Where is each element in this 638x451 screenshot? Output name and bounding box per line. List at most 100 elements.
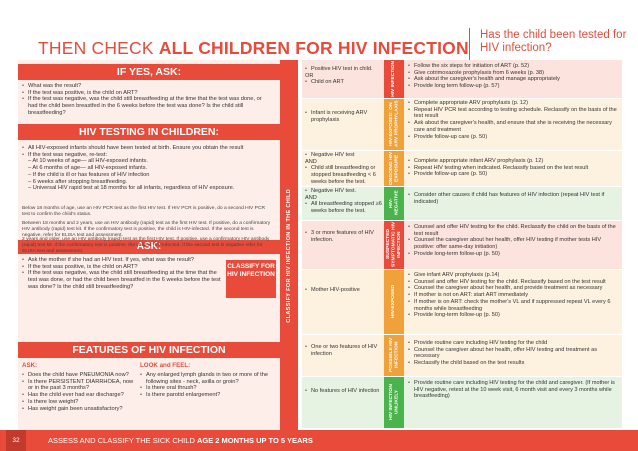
sign-item: One or two features of HIV infection	[305, 344, 382, 357]
classification-label: SUSPECTED SYMPTOMATIC HIV INFECTION	[385, 221, 402, 268]
list-item: Is there low weight?	[22, 399, 137, 406]
list-item: All HIV-exposed infants should have been…	[22, 145, 272, 152]
list-subitem: – At 10 weeks of age— all HIV-exposed in…	[28, 158, 148, 165]
treatment-item: Complete appropriate ARV prophylaxis (p.…	[408, 100, 620, 107]
treatment-list: Counsel and offer HIV testing for the ch…	[408, 224, 620, 258]
list-subitem: – If the child is ill or has features of…	[28, 171, 150, 178]
row-signs: Negative HIV test.ANDAll breastfeeding s…	[305, 188, 382, 215]
list-item: If the test was positive, is the child o…	[22, 90, 272, 97]
page-number: 32	[6, 430, 26, 451]
yes-heading: IF YES, ASK:	[18, 64, 280, 80]
treatment-item: Counsel the caregiver about her health, …	[408, 285, 620, 292]
classification-cell: POSSIBLE HIV INFECTION	[384, 334, 404, 376]
classify-strip-label: CLASSIFY FOR HIV INFECTION IN THE CHILD	[286, 189, 292, 323]
treatment-list: Complete appropriate ARV prophylaxis (p.…	[408, 100, 620, 140]
sign-item: Child on ART	[305, 79, 382, 86]
list-item: Is there parotid enlargement?	[140, 392, 270, 399]
treatment-item: Provide follow-up care (p. 50)	[408, 134, 620, 141]
treatment-item: Give cotrimoxazole prophylaxis from 6 we…	[408, 70, 620, 77]
side-question: Has the child been tested for HIV infect…	[480, 29, 627, 54]
footer-bar	[0, 430, 638, 451]
treatment-item: Repeat HIV testing when indicated. Recla…	[408, 165, 620, 172]
row-divider	[302, 150, 622, 151]
sign-item: Negative HIV test.	[305, 188, 382, 195]
list-subitem: – Universal HIV rapid test at 18 months …	[28, 185, 235, 192]
treatment-item: Counsel the caregiver about her health, …	[408, 347, 620, 360]
treatment-item: Provide routine care including HIV testi…	[408, 340, 620, 347]
treatment-item: Follow the six steps for initiation of A…	[408, 63, 620, 70]
classify-strip: CLASSIFY FOR HIV INFECTION IN THE CHILD	[280, 60, 298, 451]
row-signs: Mother HIV-positive	[305, 287, 382, 294]
sign-item: AND	[305, 158, 317, 165]
treatment-item: Provide routine care including HIV testi…	[408, 380, 620, 400]
sign-item: Mother HIV-positive	[305, 287, 382, 294]
list-item: Ask the mother if she had an HIV test. I…	[22, 257, 222, 264]
classification-label: HIV INFECTION UNLIKELY	[388, 384, 400, 420]
footer-prefix: ASSESS AND CLASSIFY THE SICK CHILD	[48, 436, 197, 445]
row-signs: Negative HIV testANDChild still breastfe…	[305, 152, 382, 186]
list-item: Does the child have PNEUMONIA now?	[22, 372, 137, 379]
sign-item: No features of HIV infection	[305, 388, 382, 395]
row-signs: 3 or more features of HIV infection.	[305, 230, 382, 243]
treatment-item: Provide long-term follow-up (p. 50)	[408, 251, 620, 258]
classification-label: ONGOING HIV EXPOSURE	[388, 151, 400, 185]
treatment-list: Provide routine care including HIV testi…	[408, 380, 620, 400]
classification-cell: HIV-EXPOSED	[384, 269, 404, 334]
row-divider	[302, 334, 622, 335]
treatment-item: Consider other causes if child has featu…	[408, 192, 620, 205]
testing-heading: HIV TESTING IN CHILDREN:	[18, 124, 280, 140]
row-divider	[302, 376, 622, 377]
sign-item: Infant is receiving ARV prophylaxis	[305, 110, 382, 123]
list-item: If the test was negative, was the child …	[22, 96, 272, 116]
treatment-item: Give infant ARV prophylaxis (p.14)	[408, 272, 620, 279]
treatment-item: Reclassify the child based on the test r…	[408, 360, 620, 367]
treatment-list: Give infant ARV prophylaxis (p.14)Counse…	[408, 272, 620, 319]
treatment-item: Ask about the caregiver's health, and en…	[408, 120, 620, 133]
treatment-list: Provide routine care including HIV testi…	[408, 340, 620, 367]
classification-cell: HIV INFECTION UNLIKELY	[384, 376, 404, 428]
row-divider	[302, 186, 622, 187]
yes-list: What was the result? If the test was pos…	[22, 83, 272, 117]
sign-item: AND	[305, 194, 317, 201]
list-item: Is there PERSISTENT DIARRHOEA, now or in…	[22, 379, 137, 392]
treatment-item: Repeat HIV PCR test according to testing…	[408, 107, 620, 120]
testing-paragraph-18m-2y: Between 18 months and 2 years, use an HI…	[22, 221, 271, 238]
sign-item: 3 or more features of HIV infection.	[305, 230, 382, 243]
treatment-item: If mother is on ART: check the mother's …	[408, 299, 620, 312]
treatment-item: Provide follow-up care (p. 50)	[408, 171, 620, 178]
footer-bold: AGE 2 MONTHS UP TO 5 YEARS	[196, 436, 313, 445]
classification-label: HIV INFECTION	[391, 61, 397, 97]
treatment-item: Complete appropriate infant ARV prophyla…	[408, 158, 620, 165]
classification-label: POSSIBLE HIV INFECTION	[388, 337, 400, 373]
list-item: If the test was positive, is the child o…	[22, 264, 222, 271]
list-item: Has the child ever had ear discharge?	[22, 392, 137, 399]
title-divider	[469, 28, 470, 60]
classification-cell: HIV-EXPOSED: ON ARV PROPHYLAXIS	[384, 98, 404, 150]
footer-text: ASSESS AND CLASSIFY THE SICK CHILD AGE 2…	[48, 430, 313, 451]
testing-paragraph-under-18m: Below 18 months of age, use an HIV PCR t…	[22, 206, 266, 217]
row-signs: No features of HIV infection	[305, 388, 382, 395]
treatment-list: Consider other causes if child has featu…	[408, 192, 620, 205]
row-divider	[302, 269, 622, 270]
treatment-list: Follow the six steps for initiation of A…	[408, 63, 620, 90]
sign-item: Child still breastfeeding or stopped bre…	[305, 165, 382, 185]
treatment-item: Counsel and offer HIV testing for the ch…	[408, 279, 620, 286]
classification-label: HIV-EXPOSED	[391, 284, 397, 319]
title-bold: ALL CHILDREN FOR HIV INFECTION	[158, 38, 469, 58]
row-divider	[302, 220, 622, 221]
treatment-item: Provide long-term follow-up (p. 50)	[408, 312, 620, 319]
classification-cell: SUSPECTED SYMPTOMATIC HIV INFECTION	[384, 220, 404, 269]
row-signs: Positive HIV test in child.ORChild on AR…	[305, 66, 382, 86]
classification-label: HIV-NEGATIVE	[388, 190, 400, 216]
testing-paragraph-2y-plus: 2 years and older, use an HIV antibody (…	[22, 237, 270, 254]
features-heading: FEATURES OF HIV INFECTION	[18, 342, 280, 358]
list-item: If the test was negative, re-test:	[22, 152, 272, 159]
list-subitem: – At 6 months of age— all HIV-exposed in…	[28, 165, 148, 172]
sign-item: Positive HIV test in child.	[305, 66, 382, 73]
classification-cell: HIV-NEGATIVE	[384, 186, 404, 220]
testing-list: All HIV-exposed infants should have been…	[22, 145, 272, 192]
classification-label: HIV-EXPOSED: ON ARV PROPHYLAXIS	[388, 100, 400, 148]
list-item: Is there oral thrush?	[140, 385, 270, 392]
treatment-item: Provide long term follow-up (p. 57)	[408, 83, 620, 90]
features-ask-list: Does the child have PNEUMONIA now? Is th…	[22, 372, 137, 412]
